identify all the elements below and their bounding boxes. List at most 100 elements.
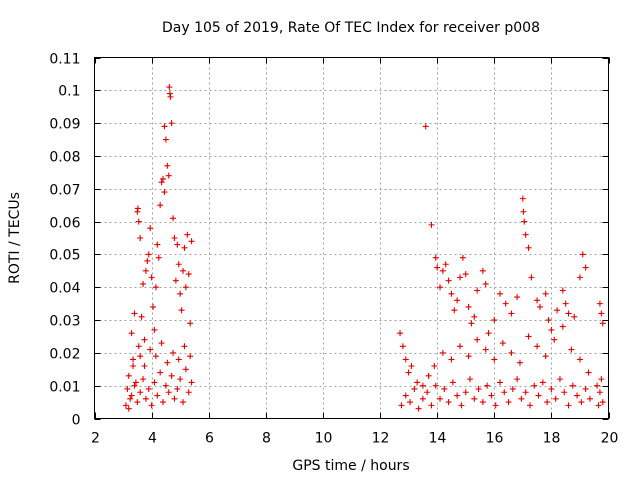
data-point: [134, 205, 141, 212]
data-point: [556, 376, 563, 383]
data-point: [135, 343, 142, 350]
data-point: [496, 379, 503, 386]
y-tick-label: 0.11: [49, 52, 80, 68]
x-tick-label: 10: [315, 431, 333, 447]
data-point: [559, 323, 566, 330]
data-point: [408, 362, 415, 369]
data-point: [491, 317, 498, 324]
data-point: [124, 385, 131, 392]
data-point: [548, 385, 555, 392]
data-point: [518, 395, 525, 402]
data-point: [467, 376, 474, 383]
data-point: [458, 402, 465, 409]
data-point: [152, 284, 159, 291]
plot-area-border: [94, 57, 609, 419]
data-point: [122, 402, 129, 409]
data-point: [399, 343, 406, 350]
data-point: [171, 395, 178, 402]
data-point: [148, 402, 155, 409]
data-point: [451, 307, 458, 314]
data-point: [180, 267, 187, 274]
data-point: [141, 362, 148, 369]
x-tick-label: 12: [372, 431, 390, 447]
data-point: [574, 392, 581, 399]
data-point: [531, 382, 538, 389]
data-point: [474, 336, 481, 343]
data-point: [582, 264, 589, 271]
data-point: [568, 346, 575, 353]
data-point: [188, 379, 195, 386]
data-point: [516, 359, 523, 366]
y-tick-labels: 0 0.01 0.02 0.03 0.04 0.05 0.06 0.07 0.08 0.09 0.1…: [49, 52, 80, 429]
data-point: [407, 399, 414, 406]
data-point: [428, 402, 435, 409]
data-point: [151, 379, 158, 386]
data-point: [585, 369, 592, 376]
data-point: [137, 353, 144, 360]
data-point: [134, 208, 141, 215]
data-point: [132, 379, 139, 386]
data-point: [479, 399, 486, 406]
data-point: [586, 395, 593, 402]
data-point: [148, 274, 155, 281]
data-point: [168, 372, 175, 379]
data-point: [157, 369, 164, 376]
data-point: [185, 271, 192, 278]
data-point: [449, 379, 456, 386]
data-point: [150, 303, 157, 310]
data-point: [562, 300, 569, 307]
data-point: [437, 284, 444, 291]
y-tick-label: 0: [72, 413, 81, 429]
y-tick-label: 0.01: [49, 380, 80, 396]
data-point: [499, 340, 506, 347]
data-point: [184, 231, 191, 238]
data-point: [402, 356, 409, 363]
data-point: [462, 389, 469, 396]
data-point: [596, 300, 603, 307]
x-tick-label: 16: [486, 431, 504, 447]
y-tick-label: 0.05: [49, 248, 80, 264]
data-point: [175, 356, 182, 363]
data-point: [141, 336, 148, 343]
data-point: [158, 340, 165, 347]
data-point: [155, 254, 162, 261]
data-point: [425, 372, 432, 379]
data-point: [485, 330, 492, 337]
data-point: [174, 241, 181, 248]
data-point: [161, 189, 168, 196]
y-tick-label: 0.1: [58, 84, 80, 100]
data-point: [138, 313, 145, 320]
data-point: [177, 376, 184, 383]
data-point: [414, 379, 421, 386]
data-point: [542, 290, 549, 297]
data-point: [125, 372, 132, 379]
data-point: [535, 392, 542, 399]
data-point: [154, 392, 161, 399]
data-point: [130, 362, 137, 369]
data-point: [471, 313, 478, 320]
data-point: [508, 310, 515, 317]
data-point: [561, 389, 568, 396]
data-point: [465, 353, 472, 360]
data-point: [514, 294, 521, 301]
data-point: [432, 254, 439, 261]
y-tick-label: 0.02: [49, 347, 80, 363]
x-tick-label: 4: [148, 431, 157, 447]
data-point: [565, 402, 572, 409]
data-point: [576, 274, 583, 281]
data-point: [598, 376, 605, 383]
data-point: [142, 267, 149, 274]
data-point: [185, 389, 192, 396]
y-axis-label: ROTI / TECUs: [7, 192, 23, 284]
data-point: [439, 349, 446, 356]
data-point: [187, 320, 194, 327]
data-point: [559, 287, 566, 294]
data-point: [539, 379, 546, 386]
data-point: [542, 353, 549, 360]
data-point: [552, 395, 559, 402]
data-point: [161, 123, 168, 130]
data-point: [448, 356, 455, 363]
data-point: [521, 218, 528, 225]
data-point: [128, 330, 135, 337]
